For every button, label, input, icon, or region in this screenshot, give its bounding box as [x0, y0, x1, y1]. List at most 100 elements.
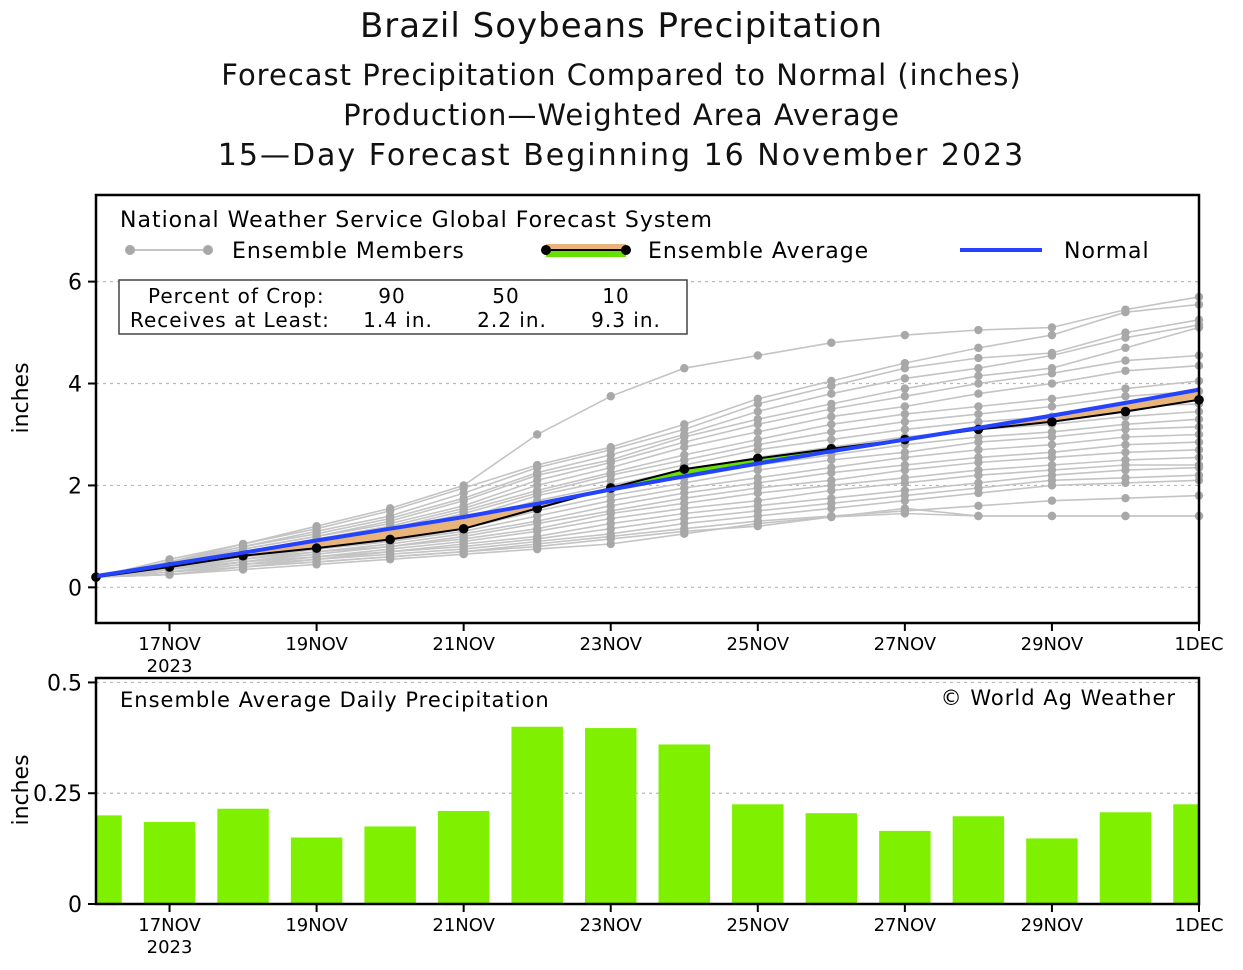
- bottom-y-axis-ticks: 0 0.25 0.5: [33, 671, 96, 918]
- ensemble-member-line: [95, 449, 1200, 578]
- x-tick-label: 23NOV: [579, 634, 642, 655]
- ensemble-member-point: [1121, 511, 1130, 521]
- ensemble-average-point: [311, 543, 322, 553]
- ensemble-average-point: [458, 523, 469, 534]
- ensemble-member-line: [95, 303, 1200, 578]
- ensemble-member-point: [1121, 333, 1130, 342]
- daily-bar: [1173, 804, 1199, 904]
- ensemble-member-point: [974, 379, 983, 388]
- chart-subtitle-3: 15—Day Forecast Beginning 16 November 20…: [217, 138, 1026, 173]
- daily-bar: [217, 808, 269, 904]
- ensemble-member-line: [95, 354, 1200, 578]
- ensemble-member-point: [900, 409, 910, 419]
- ensemble-member-point: [974, 445, 983, 454]
- y-tick-label: 6: [68, 271, 82, 296]
- crop-percent-label: Percent of Crop:: [148, 284, 325, 308]
- daily-bar: [96, 815, 122, 904]
- daily-bar: [1099, 812, 1152, 904]
- ensemble-member-point: [900, 417, 910, 426]
- ensemble-member-point: [1047, 379, 1057, 388]
- ensemble-member-point: [1121, 343, 1130, 353]
- ensemble-member-point: [974, 364, 983, 373]
- ensemble-member-line: [95, 512, 1199, 578]
- x-tick-label: 1DEC: [1174, 915, 1223, 936]
- ensemble-member-point: [753, 445, 762, 454]
- ensemble-member-line: [95, 319, 1200, 578]
- crop-box-frame: [118, 279, 688, 335]
- ensemble-member-point: [753, 519, 762, 528]
- daily-bar: [584, 728, 637, 904]
- legend-average-dot: [621, 245, 631, 255]
- copyright-label: © World Ag Weather: [941, 686, 1176, 710]
- ensemble-member-point: [974, 409, 983, 419]
- chart-subtitle-2: Production—Weighted Area Average: [343, 98, 900, 132]
- ensemble-member-point: [827, 412, 836, 421]
- daily-bar: [805, 813, 858, 904]
- ensemble-member-point: [753, 407, 762, 416]
- ensemble-member-point: [900, 364, 910, 373]
- ensemble-member-point: [900, 509, 910, 518]
- ensemble-member-point: [974, 417, 983, 426]
- legend-members-dot: [125, 245, 135, 255]
- x-tick-label: 21NOV: [432, 915, 495, 936]
- ensemble-member-point: [900, 465, 910, 475]
- ensemble-member-point: [900, 478, 910, 488]
- daily-bar: [952, 816, 1005, 904]
- ensemble-member-line: [95, 479, 1200, 578]
- crop-percent-50: 50: [492, 284, 519, 308]
- ensemble-member-line: [95, 474, 1200, 578]
- ensemble-member-point: [827, 468, 836, 477]
- x-tick-label: 1DEC: [1174, 634, 1223, 655]
- diff-fill-segment: [463, 503, 538, 529]
- ensemble-average-point: [679, 464, 690, 474]
- x-tick-label: 29NOV: [1021, 634, 1084, 655]
- ensemble-member-point: [827, 512, 836, 522]
- diff-fill-segment: [1125, 389, 1199, 412]
- x-tick-label: 17NOV: [138, 634, 201, 655]
- ensemble-member-point: [1121, 440, 1130, 449]
- top-y-axis-ticks: 0 2 4 6: [68, 271, 96, 601]
- ensemble-member-point: [974, 437, 983, 447]
- legend-members-dot: [203, 245, 213, 255]
- ensemble-member-line: [95, 466, 1200, 578]
- ensemble-member-point: [680, 443, 689, 452]
- legend: National Weather Service Global Forecast…: [120, 208, 1149, 264]
- daily-bars: [96, 726, 1199, 904]
- daily-bar: [290, 837, 343, 904]
- ensemble-member-point: [1047, 511, 1057, 521]
- y-tick-label: 0.5: [47, 671, 82, 696]
- ensemble-member-point: [1121, 307, 1130, 317]
- ensemble-member-line: [95, 433, 1200, 578]
- daily-bar: [1026, 838, 1078, 904]
- x-tick-label: 25NOV: [727, 915, 790, 936]
- bottom-gridlines: [96, 681, 1199, 794]
- x-tick-label: 27NOV: [874, 915, 937, 936]
- ensemble-member-point: [827, 389, 836, 398]
- ensemble-member-point: [1047, 323, 1057, 332]
- chart-subtitle-1: Forecast Precipitation Compared to Norma…: [221, 58, 1022, 92]
- ensemble-member-point: [974, 458, 983, 467]
- ensemble-member-point: [900, 453, 910, 462]
- ensemble-member-point: [1047, 481, 1057, 490]
- ensemble-member-point: [827, 381, 836, 391]
- ensemble-member-point: [827, 435, 836, 444]
- ensemble-member-point: [1047, 330, 1057, 340]
- ensemble-member-point: [900, 392, 910, 401]
- ensemble-member-line: [95, 441, 1200, 578]
- ensemble-member-point: [1121, 493, 1130, 503]
- ensemble-member-point: [827, 455, 836, 465]
- ensemble-member-point: [974, 389, 983, 398]
- x-tick-label: 25NOV: [727, 634, 790, 655]
- ensemble-member-point: [1121, 366, 1130, 375]
- ensemble-member-point: [1121, 384, 1130, 393]
- x-tick-year: 2023: [147, 656, 193, 677]
- ensemble-member-point: [900, 330, 910, 340]
- crop-amount-90: 1.4 in.: [363, 308, 433, 332]
- top-plot-frame: [94, 193, 1201, 625]
- x-tick-label: 19NOV: [285, 634, 348, 655]
- ensemble-members: [91, 292, 1204, 582]
- crop-amount-label: Receives at Least:: [130, 308, 330, 332]
- ensemble-member-point: [533, 430, 542, 439]
